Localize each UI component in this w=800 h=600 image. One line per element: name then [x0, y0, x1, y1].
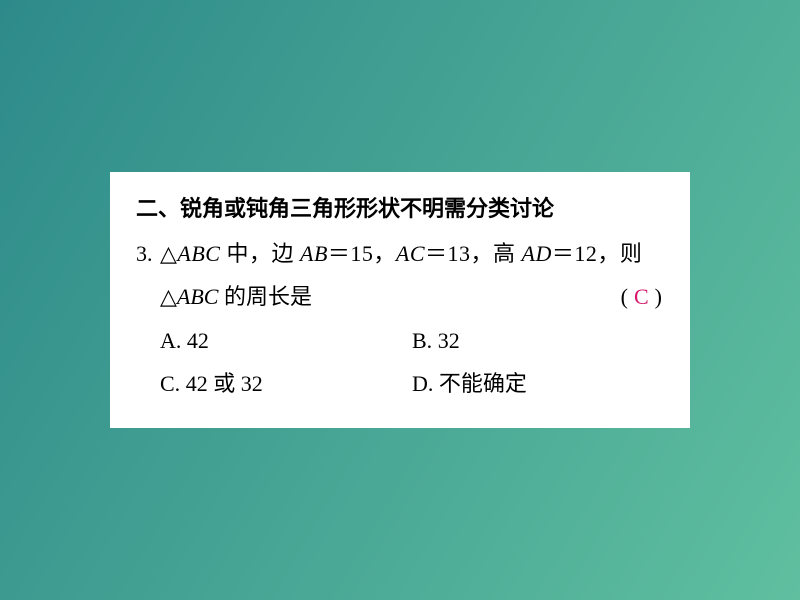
option-key: A.: [160, 328, 187, 353]
option-a: A. 42: [160, 320, 412, 363]
text-segment: 的周长是: [218, 284, 312, 309]
correct-answer: C: [630, 284, 655, 309]
option-key: B.: [412, 328, 438, 353]
options-grid: A. 42 B. 32 C. 42 或 32 D. 不能确定: [136, 320, 664, 406]
ab-label: AB: [300, 241, 328, 266]
ac-label: AC: [396, 241, 425, 266]
option-c: C. 42 或 32: [160, 363, 412, 406]
text-segment: ＝15，: [328, 241, 396, 266]
question-card: 二、锐角或钝角三角形形状不明需分类讨论 3. △ABC 中，边 AB＝15，AC…: [110, 172, 690, 428]
text-segment: 中，边: [220, 241, 300, 266]
section-title: 二、锐角或钝角三角形形状不明需分类讨论: [136, 188, 664, 231]
option-text: 42 或 32: [186, 371, 263, 396]
stem-line-2-wrap: △ABC 的周长是 (C): [160, 276, 664, 319]
ad-label: AD: [522, 241, 552, 266]
abc-label: ABC: [177, 284, 219, 309]
option-text: 不能确定: [439, 371, 527, 396]
text-segment: ＝12，则: [552, 241, 643, 266]
stem-text-2: △ABC 的周长是: [160, 276, 312, 319]
option-b: B. 32: [412, 320, 664, 363]
stem-line-2: △ABC 的周长是 (C): [136, 276, 664, 319]
stem-line-1: 3. △ABC 中，边 AB＝15，AC＝13，高 AD＝12，则: [136, 233, 664, 276]
triangle-symbol: △: [160, 284, 177, 309]
option-text: 42: [187, 328, 209, 353]
question-stem: 3. △ABC 中，边 AB＝15，AC＝13，高 AD＝12，则 △ABC 的…: [136, 233, 664, 319]
stem-text-1: △ABC 中，边 AB＝15，AC＝13，高 AD＝12，则: [160, 233, 642, 276]
paren-close: ): [655, 284, 664, 309]
option-key: C.: [160, 371, 186, 396]
option-text: 32: [438, 328, 460, 353]
triangle-symbol: △: [160, 241, 177, 266]
answer-paren: (C): [621, 276, 664, 319]
option-key: D.: [412, 371, 439, 396]
text-segment: ＝13，高: [425, 241, 522, 266]
abc-label: ABC: [177, 241, 220, 266]
option-d: D. 不能确定: [412, 363, 664, 406]
question-number: 3.: [136, 233, 160, 276]
paren-open: (: [621, 284, 630, 309]
